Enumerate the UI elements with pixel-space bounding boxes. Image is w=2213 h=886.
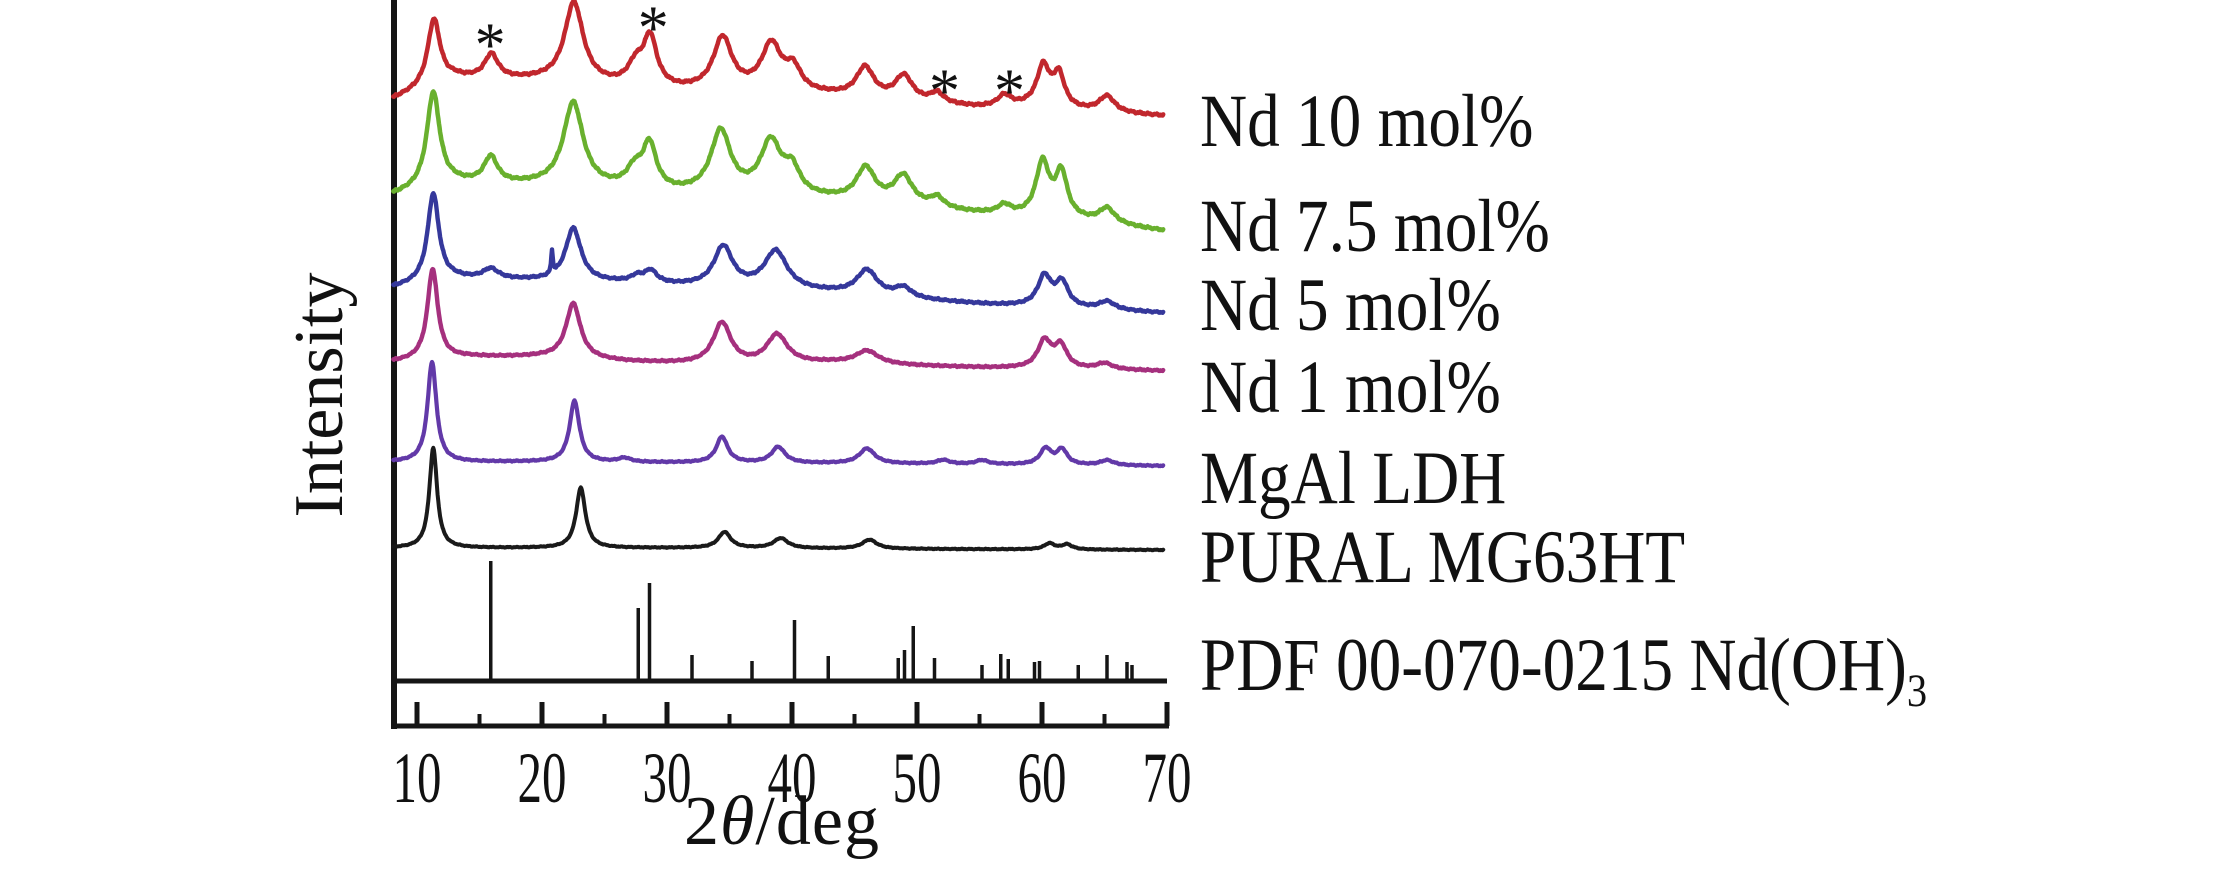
series-label-mgal-ldh: MgAl LDH <box>1200 441 1506 516</box>
impurity-phase-marker-asterisk: * <box>994 57 1025 125</box>
x-axis-tick-label-70: 70 <box>1142 738 1192 818</box>
series-label-pural-mg63ht: PURAL MG63HT <box>1200 520 1685 595</box>
impurity-phase-marker-asterisk: * <box>929 57 960 125</box>
x-axis-title-suffix: /deg <box>755 783 880 860</box>
x-axis-tick-label-60: 60 <box>1017 738 1067 818</box>
x-axis-tick-label-20: 20 <box>517 738 567 818</box>
series-label-text: PURAL MG63HT <box>1200 516 1686 599</box>
series-label-text: Nd 7.5 mol% <box>1200 185 1550 268</box>
series-label-text: MgAl LDH <box>1200 437 1507 520</box>
xrd-curve-nd-5 <box>391 191 1166 315</box>
xrd-curve-nd-7-5 <box>391 89 1166 233</box>
x-axis-tick-label-50: 50 <box>892 738 942 818</box>
series-label-nd-10: Nd 10 mol% <box>1200 84 1533 159</box>
pdf-reference-sticks <box>489 561 1134 679</box>
x-axis-title: 2θ/deg <box>684 782 880 862</box>
x-axis-tick-label-10: 10 <box>392 738 442 818</box>
xrd-curve-pural-mg63ht <box>391 445 1166 553</box>
series-label-subscript: 3 <box>1906 666 1928 717</box>
xrd-curve-nd-1 <box>391 266 1166 374</box>
series-label-text: Nd 1 mol% <box>1200 346 1501 429</box>
series-label-pdf-00-070-0215: PDF 00-070-0215 Nd(OH)3 <box>1200 628 1927 715</box>
theta-symbol: θ <box>720 783 756 860</box>
xrd-curve-nd-10 <box>391 0 1166 118</box>
x-axis-title-prefix: 2 <box>684 783 721 860</box>
series-label-nd-1: Nd 1 mol% <box>1200 350 1501 425</box>
xrd-curve-mgal-ldh <box>391 359 1166 469</box>
impurity-phase-marker-asterisk: * <box>638 0 669 62</box>
x-axis-tick-label-40: 40 <box>767 738 817 818</box>
series-label-nd-5: Nd 5 mol% <box>1200 268 1501 343</box>
series-label-text: PDF 00-070-0215 Nd(OH) <box>1200 624 1907 707</box>
x-axis-tick-label-30: 30 <box>642 738 692 818</box>
series-label-text: Nd 10 mol% <box>1200 80 1534 163</box>
series-label-text: Nd 5 mol% <box>1200 264 1501 347</box>
series-label-nd-7-5: Nd 7.5 mol% <box>1200 189 1550 264</box>
y-axis-title: Intensity <box>281 272 358 518</box>
impurity-phase-marker-asterisk: * <box>475 11 506 79</box>
